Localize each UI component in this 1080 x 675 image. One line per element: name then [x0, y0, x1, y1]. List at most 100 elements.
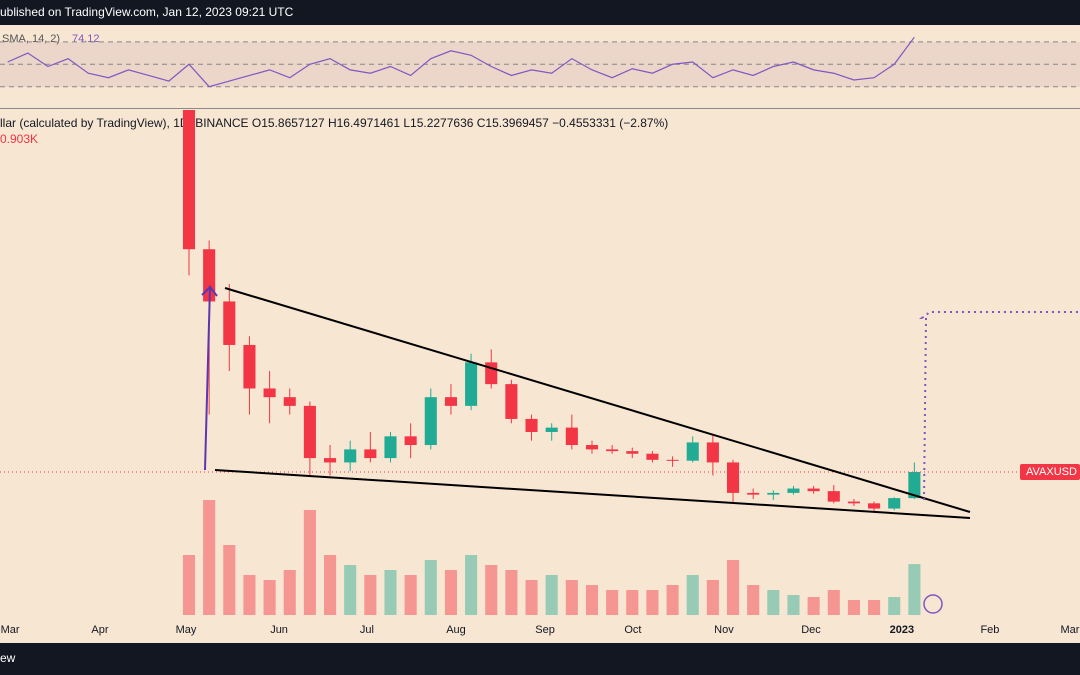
candle-body [868, 503, 881, 509]
candle-body [726, 462, 740, 493]
candle-body [444, 397, 457, 406]
volume-bar [525, 580, 538, 615]
x-tick-label: Aug [446, 624, 466, 636]
lower-trendline [214, 469, 971, 519]
candle-body [303, 405, 316, 459]
x-tick-label: Dec [801, 624, 821, 636]
candle-body [646, 453, 659, 460]
candle-body [324, 458, 337, 463]
volume-bar [404, 575, 417, 615]
arrow-head [209, 286, 218, 297]
candle-body [908, 472, 921, 499]
candle-body [283, 397, 296, 406]
volume-label: 0.903K [0, 132, 38, 146]
bottom-bar [0, 643, 1080, 675]
volume-bar [807, 597, 820, 615]
top-bar [0, 0, 1080, 25]
x-tick-label: Jun [270, 624, 288, 636]
header: ublished on TradingView.com, Jan 12, 202… [0, 5, 294, 19]
candle-body [364, 449, 377, 459]
volume-bar [847, 600, 860, 615]
candle-body [585, 445, 599, 450]
price-pane [182, 110, 921, 513]
candle-body [787, 488, 800, 493]
x-tick-label: Feb [980, 624, 999, 636]
candle-body [686, 442, 699, 461]
volume-bar [787, 595, 800, 615]
volume-bar [666, 585, 679, 615]
x-tick-label: Apr [91, 624, 108, 636]
candle-body [565, 427, 578, 446]
candle-body [344, 449, 357, 463]
x-tick-label: 2023 [890, 624, 914, 636]
rsi-value: 74.12 [72, 33, 100, 45]
volume-bar [424, 560, 437, 615]
volume-bar [303, 510, 316, 615]
volume-bar [465, 555, 478, 615]
volume-bar [606, 590, 619, 615]
volume-bar [626, 590, 639, 615]
volume-bar [585, 585, 599, 615]
candle-body [847, 501, 860, 504]
legend-text: llar (calculated by TradingView), 1D, BI… [0, 116, 668, 130]
x-tick-label: Mar [1, 624, 20, 636]
volume-bar [908, 564, 921, 615]
symbol-label: AVAXUSD [1026, 466, 1077, 478]
candle-body [888, 498, 901, 509]
candle-body [223, 301, 236, 345]
candle-body [706, 442, 719, 463]
x-tick-label: Sep [535, 624, 555, 636]
volume-bar [485, 565, 498, 615]
candle-body [404, 436, 417, 446]
candle-body [485, 362, 498, 385]
x-tick-label: May [176, 624, 197, 636]
volume-bar [888, 597, 901, 615]
volume-bar [283, 570, 296, 615]
volume-bar [706, 580, 719, 615]
candle-body [243, 344, 256, 389]
candle-body [666, 459, 679, 461]
x-tick-label: Jul [360, 624, 374, 636]
event-icon [923, 594, 943, 614]
candle-body [525, 418, 538, 432]
volume-bar [686, 575, 699, 615]
candle-body [384, 436, 397, 459]
x-tick-label: Oct [624, 624, 641, 636]
rsi-label: SMA, 14, 2) [2, 33, 60, 45]
candle-body [606, 449, 619, 452]
candle-body [626, 451, 639, 454]
footer: ew [0, 651, 16, 665]
candle-body [747, 492, 760, 495]
volume-bar [545, 575, 558, 615]
candle-body [424, 397, 437, 446]
volume-bar [364, 575, 377, 615]
rsi-line [7, 36, 915, 88]
volume-bar [767, 590, 780, 615]
candle-body [263, 388, 276, 398]
volume-bar [223, 545, 236, 615]
volume-bar [726, 560, 740, 615]
candle-body [182, 110, 196, 250]
volume-bar [444, 570, 457, 615]
x-tick-label: Nov [714, 624, 734, 636]
upper-trendline [224, 287, 971, 513]
candle-body [545, 427, 558, 432]
volume-bar [344, 565, 357, 615]
candle-body [465, 362, 478, 406]
candle-body [767, 492, 780, 495]
volume-bar [747, 585, 760, 615]
volume-bar [324, 555, 337, 615]
candle-body [827, 491, 840, 502]
volume-bar [384, 570, 397, 615]
target-projection [919, 311, 1080, 501]
candle-body [807, 488, 820, 492]
volume-bar [646, 590, 659, 615]
volume-bar [243, 575, 256, 615]
symbol-tag [1020, 464, 1080, 481]
volume-bar [565, 580, 578, 615]
volume-bar [203, 500, 216, 615]
candle-body [505, 384, 518, 419]
volume-bar [263, 580, 276, 615]
